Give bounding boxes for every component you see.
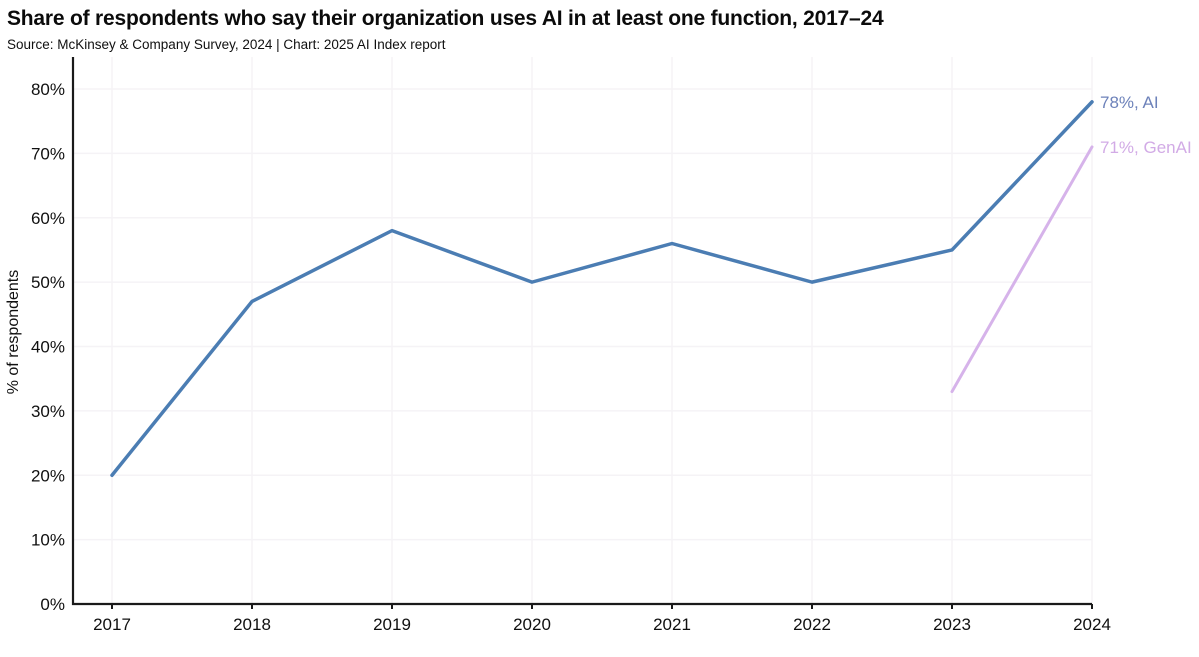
chart-source-caption: Source: McKinsey & Company Survey, 2024 … <box>7 37 446 52</box>
y-tick-label: 50% <box>31 273 65 292</box>
x-tick-label: 2017 <box>93 615 131 634</box>
y-tick-label: 80% <box>31 80 65 99</box>
axes <box>71 57 1093 609</box>
x-tick-label: 2024 <box>1073 615 1111 634</box>
gridlines <box>73 57 1093 605</box>
ai-end-label: 78%, AI <box>1100 93 1159 112</box>
y-tick-label: 30% <box>31 402 65 421</box>
genai-end-label: 71%, GenAI <box>1100 138 1192 157</box>
y-tick-label: 40% <box>31 338 65 357</box>
y-tick-label: 70% <box>31 144 65 163</box>
genai-line <box>950 145 1094 394</box>
y-tick-label: 20% <box>31 466 65 485</box>
x-tick-label: 2018 <box>233 615 271 634</box>
x-tick-label: 2021 <box>653 615 691 634</box>
y-tick-label: 0% <box>40 595 65 614</box>
x-tick-label: 2022 <box>793 615 831 634</box>
tick-labels: 0% 10% 20% 30% 40% 50% 60% 70% 80% 2017 2018 2019 20… <box>31 80 1111 634</box>
chart-title: Share of respondents who say their organ… <box>7 7 884 30</box>
x-tick-label: 2019 <box>373 615 411 634</box>
series-labels: 78%, AI 71%, GenAI <box>1100 93 1192 157</box>
axis-line <box>71 57 1092 606</box>
y-axis-label: % of respondents <box>5 270 22 395</box>
y-tick-label: 60% <box>31 209 65 228</box>
x-tick-label: 2020 <box>513 615 551 634</box>
ai-line <box>110 100 1094 477</box>
y-tick-label: 10% <box>31 531 65 550</box>
series-lines <box>110 100 1094 477</box>
x-tick-label: 2023 <box>933 615 971 634</box>
